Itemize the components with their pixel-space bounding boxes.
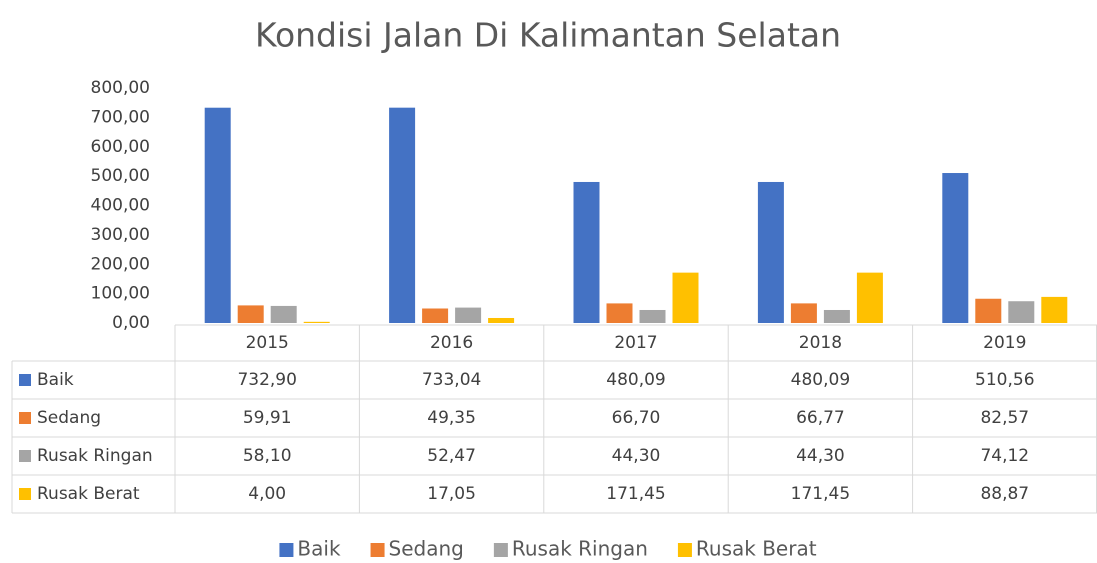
x-tick-label: 2015 — [246, 333, 289, 353]
table-value: 480,09 — [791, 370, 850, 390]
bar — [455, 308, 481, 323]
table-value: 17,05 — [427, 484, 476, 504]
table-value: 59,91 — [243, 408, 292, 428]
y-tick-label: 400,00 — [91, 196, 150, 216]
table-value: 66,70 — [612, 408, 661, 428]
bar — [857, 273, 883, 323]
table-value: 44,30 — [796, 446, 845, 466]
legend-key — [371, 543, 385, 557]
legend-label: Rusak Ringan — [512, 537, 648, 561]
bar — [574, 182, 600, 323]
x-tick-label: 2018 — [799, 333, 842, 353]
y-tick-label: 300,00 — [91, 225, 150, 245]
bar — [758, 182, 784, 323]
bar — [422, 309, 448, 323]
x-tick-label: 2019 — [983, 333, 1026, 353]
y-tick-label: 800,00 — [91, 78, 150, 98]
table-value: 171,45 — [606, 484, 665, 504]
table-row-label: Rusak Berat — [37, 484, 140, 504]
y-tick-label: 100,00 — [91, 284, 150, 304]
table-value: 44,30 — [612, 446, 661, 466]
bar — [607, 303, 633, 323]
table-value: 49,35 — [427, 408, 476, 428]
bar — [673, 273, 699, 323]
bar — [640, 310, 666, 323]
table-value: 732,90 — [237, 370, 296, 390]
bar — [824, 310, 850, 323]
table-legend-key — [19, 450, 31, 462]
y-tick-label: 700,00 — [91, 107, 150, 127]
table-row-label: Rusak Ringan — [37, 446, 153, 466]
bar — [304, 322, 330, 323]
legend-key — [494, 543, 508, 557]
y-tick-label: 200,00 — [91, 254, 150, 274]
table-value: 171,45 — [791, 484, 850, 504]
bar — [1041, 297, 1067, 323]
table-value: 82,57 — [980, 408, 1029, 428]
bar — [238, 305, 264, 323]
table-value: 88,87 — [980, 484, 1029, 504]
y-tick-label: 500,00 — [91, 166, 150, 186]
legend-key — [678, 543, 692, 557]
table-legend-key — [19, 412, 31, 424]
x-tick-label: 2016 — [430, 333, 473, 353]
table-value: 74,12 — [980, 446, 1029, 466]
table-value: 52,47 — [427, 446, 476, 466]
bar — [389, 108, 415, 323]
legend-label: Baik — [297, 537, 341, 561]
legend-key — [279, 543, 293, 557]
table-value: 480,09 — [606, 370, 665, 390]
chart: Kondisi Jalan Di Kalimantan Selatan 0,00… — [0, 0, 1097, 563]
legend-label: Rusak Berat — [696, 537, 817, 561]
bar — [271, 306, 297, 323]
bar — [975, 299, 1001, 323]
y-tick-label: 0,00 — [112, 313, 150, 333]
table-legend-key — [19, 374, 31, 386]
bar — [791, 303, 817, 323]
legend-label: Sedang — [389, 537, 464, 561]
table-legend-key — [19, 488, 31, 500]
bar — [1008, 301, 1034, 323]
table-value: 733,04 — [422, 370, 481, 390]
table-row-label: Sedang — [37, 408, 101, 428]
table-value: 4,00 — [248, 484, 286, 504]
bar — [488, 318, 514, 323]
bar — [942, 173, 968, 323]
x-tick-label: 2017 — [614, 333, 657, 353]
chart-title: Kondisi Jalan Di Kalimantan Selatan — [255, 16, 841, 55]
bar — [205, 108, 231, 323]
table-row-label: Baik — [37, 370, 74, 390]
y-tick-label: 600,00 — [91, 137, 150, 157]
table-value: 66,77 — [796, 408, 845, 428]
table-value: 510,56 — [975, 370, 1034, 390]
table-value: 58,10 — [243, 446, 292, 466]
